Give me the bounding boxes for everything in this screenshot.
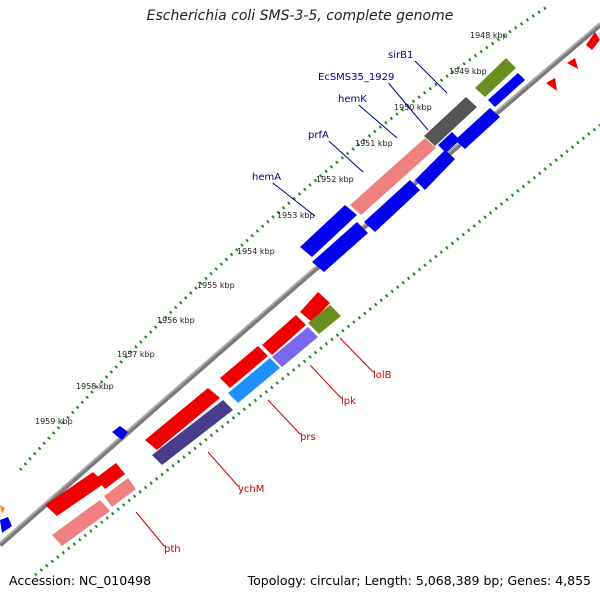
tick-label: 1948 kbp	[470, 31, 508, 40]
gene-label-hemK[interactable]: hemK	[338, 94, 367, 105]
feature-pth[interactable]	[52, 500, 110, 546]
tick-label: 1950 kbp	[394, 103, 432, 112]
feature-pink-b[interactable]	[104, 478, 136, 507]
gene-leader-line	[272, 182, 316, 217]
tick-label: 1951 kbp	[355, 139, 393, 148]
tick-label: 1952 kbp	[316, 175, 354, 184]
tick-label: 1956 kbp	[157, 316, 195, 325]
lower-features	[45, 292, 341, 546]
feature-small-blue-1[interactable]	[112, 426, 128, 440]
feature-EcSMS35_1929-rev[interactable]	[455, 108, 500, 149]
genome-backbone-highlight	[0, 22, 600, 544]
genome-backbone	[0, 23, 600, 547]
feature-prfA-rev[interactable]	[364, 180, 420, 232]
footer: Accession: NC_010498 Topology: circular;…	[0, 573, 600, 593]
gene-label-lolB[interactable]: lolB	[373, 370, 392, 381]
accession-text: Accession: NC_010498	[9, 573, 152, 588]
tick-label: 1949 kbp	[449, 67, 487, 76]
lower-labels: lolB ipk prs ychM pth	[135, 337, 392, 555]
gene-leader-line	[388, 82, 429, 131]
feature-red-a[interactable]	[300, 292, 330, 322]
upper-labels: sirB1 EcSMS35_1929 hemK prfA hemA	[252, 50, 448, 217]
feature-prs[interactable]	[228, 358, 280, 403]
feature-sirB1-rev[interactable]	[488, 73, 525, 107]
feature-prfA[interactable]	[350, 138, 436, 215]
upper-features	[0, 32, 600, 533]
feature-small-red-2[interactable]	[567, 58, 578, 69]
gene-label-ipk[interactable]: ipk	[341, 396, 356, 407]
gene-label-prs[interactable]: prs	[300, 432, 316, 443]
tick-label: 1958 kbp	[76, 382, 114, 391]
gene-label-prfA[interactable]: prfA	[308, 130, 329, 141]
feature-sirB1[interactable]	[475, 58, 516, 97]
tick-label: 1954 kbp	[237, 247, 275, 256]
gene-label-pth[interactable]: pth	[164, 544, 181, 555]
gene-leader-line	[414, 60, 448, 94]
gene-leader-line	[339, 337, 374, 373]
feature-red-c[interactable]	[220, 346, 268, 388]
feature-hemA[interactable]	[300, 205, 357, 257]
gene-leader-line	[328, 140, 364, 173]
feature-ipk[interactable]	[272, 327, 318, 367]
feature-small-orange[interactable]	[0, 505, 5, 514]
gene-leader-line	[358, 104, 398, 139]
feature-hemK[interactable]	[424, 97, 477, 146]
tick-label: 1959 kbp	[35, 417, 73, 426]
tick-label: 1953 kbp	[277, 211, 315, 220]
gene-label-ychM[interactable]: ychM	[238, 484, 264, 495]
map-title: Escherichia coli SMS-3-5, complete genom…	[146, 8, 454, 24]
feature-red-d[interactable]	[145, 388, 220, 450]
feature-EcSMS35_1929[interactable]	[438, 132, 460, 153]
feature-hemK-rev[interactable]	[415, 150, 455, 190]
feature-red-b[interactable]	[262, 315, 306, 355]
feature-ychM[interactable]	[152, 400, 233, 465]
feature-lolB[interactable]	[308, 305, 341, 334]
gene-label-sirB1[interactable]: sirB1	[388, 50, 413, 61]
genome-summary-text: Topology: circular; Length: 5,068,389 bp…	[247, 573, 591, 588]
gene-label-hemA[interactable]: hemA	[252, 172, 281, 183]
gene-leader-line	[267, 399, 301, 435]
feature-small-blue-2[interactable]	[0, 517, 12, 533]
tick-labels: 1948 kbp 1949 kbp 1950 kbp 1951 kbp 1952 kbp…	[35, 31, 508, 426]
feature-red-f[interactable]	[96, 463, 125, 489]
feature-small-red-1[interactable]	[586, 32, 600, 50]
feature-red-e[interactable]	[45, 472, 105, 516]
gene-leader-line	[135, 511, 165, 547]
tick-label: 1957 kbp	[117, 350, 155, 359]
gene-leader-line	[309, 364, 342, 399]
feature-hemA-rev[interactable]	[312, 222, 368, 272]
gene-leader-line	[207, 451, 239, 487]
feature-small-red-3[interactable]	[546, 78, 557, 91]
gene-label-EcSMS35_1929[interactable]: EcSMS35_1929	[318, 72, 394, 83]
tick-label: 1955 kbp	[197, 281, 235, 290]
